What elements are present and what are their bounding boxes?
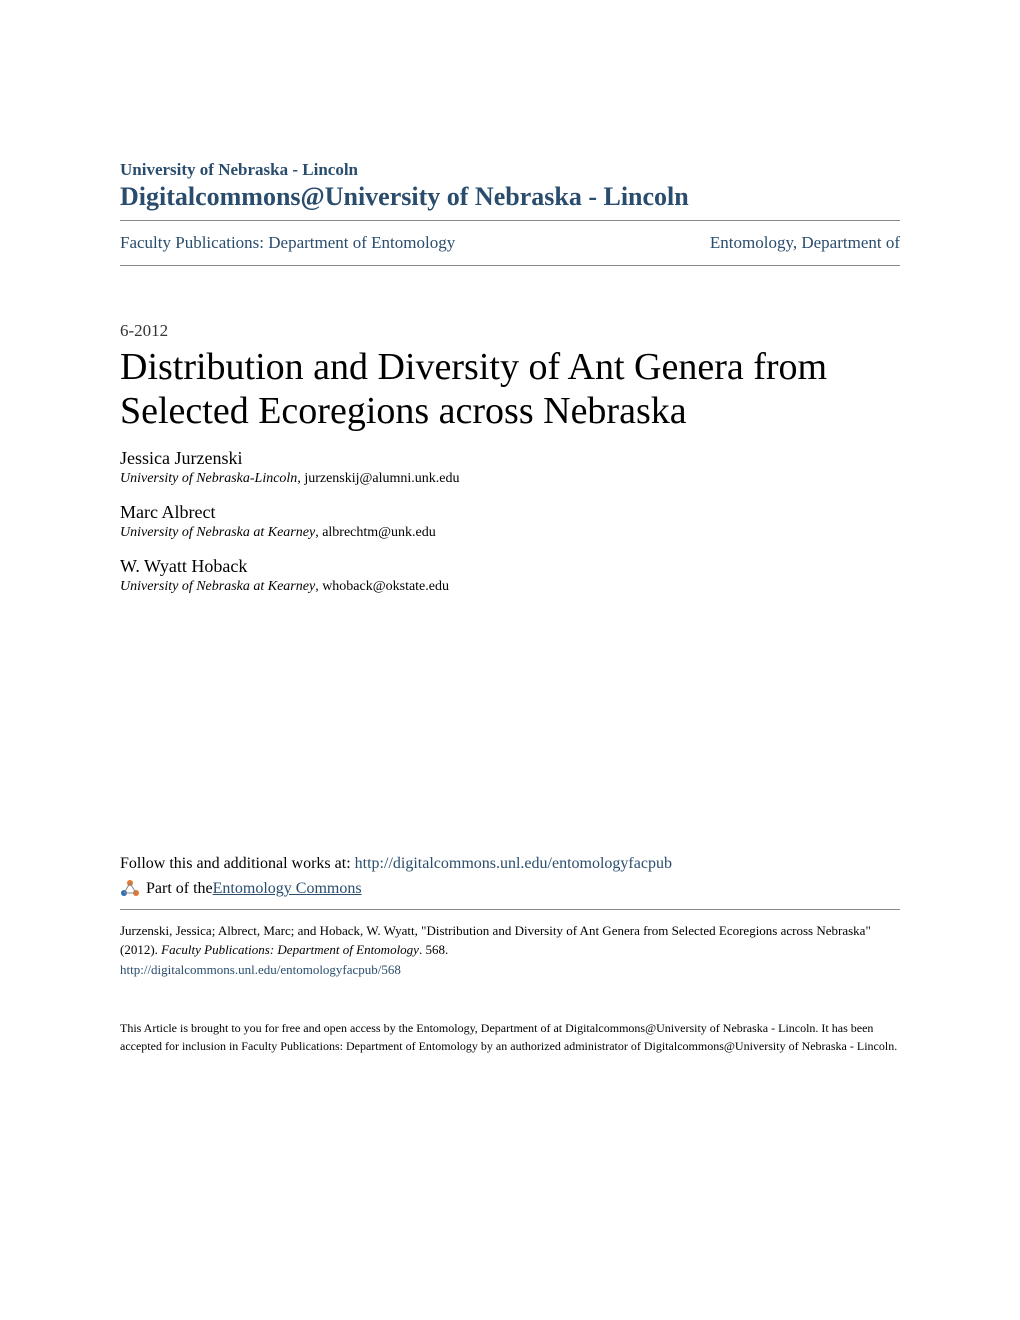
commons-link[interactable]: Entomology Commons: [213, 880, 362, 898]
partof-label: Part of the: [146, 880, 213, 898]
follow-label: Follow this and additional works at:: [120, 855, 355, 872]
author-block-1: Jessica Jurzenski University of Nebraska…: [120, 448, 900, 487]
author-affiliation-line: University of Nebraska at Kearney, albre…: [120, 523, 900, 541]
partof-row: Part of the Entomology Commons: [120, 879, 900, 899]
author-affiliation: University of Nebraska at Kearney: [120, 579, 315, 594]
author-affiliation: University of Nebraska-Lincoln: [120, 471, 297, 486]
breadcrumb-nav: Faculty Publications: Department of Ento…: [120, 221, 900, 265]
header-block: University of Nebraska - Lincoln Digital…: [120, 160, 900, 266]
author-block-2: Marc Albrect University of Nebraska at K…: [120, 502, 900, 541]
network-icon: [120, 879, 140, 899]
author-name: Jessica Jurzenski: [120, 448, 900, 469]
citation-link[interactable]: http://digitalcommons.unl.edu/entomology…: [120, 961, 900, 979]
follow-section: Follow this and additional works at: htt…: [120, 855, 900, 979]
nav-right-link[interactable]: Entomology, Department of: [710, 233, 900, 253]
follow-line: Follow this and additional works at: htt…: [120, 855, 900, 873]
author-affiliation-line: University of Nebraska at Kearney, whoba…: [120, 577, 900, 595]
citation-block: Jurzenski, Jessica; Albrect, Marc; and H…: [120, 922, 900, 979]
header-divider-bottom: [120, 265, 900, 266]
publication-date: 6-2012: [120, 321, 900, 341]
nav-left-link[interactable]: Faculty Publications: Department of Ento…: [120, 233, 455, 253]
disclaimer-text: This Article is brought to you for free …: [120, 1019, 900, 1055]
author-email: , albrechtm@unk.edu: [315, 525, 436, 540]
follow-divider: [120, 909, 900, 910]
author-email: , whoback@okstate.edu: [315, 579, 449, 594]
institution-title[interactable]: Digitalcommons@University of Nebraska - …: [120, 182, 900, 212]
author-name: Marc Albrect: [120, 502, 900, 523]
author-affiliation: University of Nebraska at Kearney: [120, 525, 315, 540]
author-name: W. Wyatt Hoback: [120, 556, 900, 577]
institution-subtitle: University of Nebraska - Lincoln: [120, 160, 900, 180]
article-title: Distribution and Diversity of Ant Genera…: [120, 346, 900, 433]
citation-italic: Faculty Publications: Department of Ento…: [161, 942, 419, 957]
author-block-3: W. Wyatt Hoback University of Nebraska a…: [120, 556, 900, 595]
citation-text-2: . 568.: [419, 942, 448, 957]
follow-link[interactable]: http://digitalcommons.unl.edu/entomology…: [355, 855, 672, 872]
author-email: , jurzenskij@alumni.unk.edu: [297, 471, 459, 486]
author-affiliation-line: University of Nebraska-Lincoln, jurzensk…: [120, 469, 900, 487]
